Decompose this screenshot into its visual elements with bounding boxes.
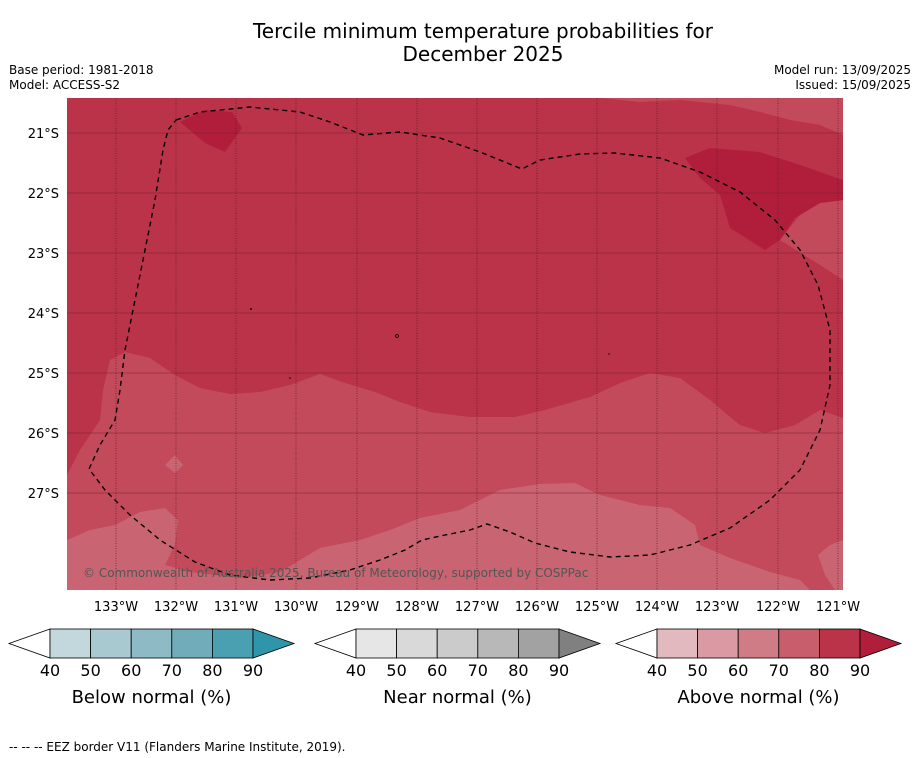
colorbar-tick-label: 90: [243, 661, 263, 680]
colorbar-title: Near normal (%): [383, 687, 532, 708]
colorbar-segment: [697, 628, 739, 659]
lon-label: 133°W: [94, 600, 138, 615]
gridlines: [67, 132, 843, 494]
colorbar-segment: [436, 628, 479, 659]
lon-label: 129°W: [335, 600, 379, 615]
region-above-70-e: [780, 200, 843, 280]
colorbar-segment: [90, 628, 132, 659]
lon-label: 123°W: [695, 600, 739, 615]
colorbar-max-arrow: [558, 628, 602, 659]
probability-map: © Commonwealth of Australia 2025, Bureau…: [67, 98, 843, 590]
colorbar: 40 50 60 70 80 90 Below normal (%): [7, 628, 296, 708]
lon-label: 127°W: [455, 600, 499, 615]
colorbar-segment: [819, 628, 861, 659]
colorbar-segment: [171, 628, 213, 659]
colorbar-segment: [518, 628, 560, 659]
latitude-labels: 21°S 22°S 23°S 24°S 25°S 26°S 27°S: [28, 127, 59, 502]
island-marker: [608, 353, 610, 355]
issued-date: Issued: 15/09/2025: [795, 78, 911, 92]
meridians: [115, 98, 839, 590]
colorbar: 40 50 60 70 80 90 Near normal (%): [313, 628, 602, 708]
model-run: Model run: 13/09/2025: [773, 63, 911, 77]
colorbar-segment: [211, 628, 254, 659]
copyright-notice: © Commonwealth of Australia 2025, Bureau…: [83, 566, 588, 580]
lat-label: 21°S: [28, 127, 59, 142]
title-line-1: Tercile minimum temperature probabilitie…: [252, 19, 714, 43]
colorbar: 40 50 60 70 80 90 Above normal (%): [614, 628, 903, 708]
colorbar-title: Above normal (%): [677, 687, 839, 708]
colorbar-tick-label: 50: [386, 661, 406, 680]
colorbar-tick-label: 50: [687, 661, 707, 680]
island-marker: [250, 308, 252, 310]
colorbar-tick-label: 70: [468, 661, 488, 680]
colorbar-title: Below normal (%): [72, 687, 232, 708]
colorbars: 40 50 60 70 80 90 Below normal (%) 40 50 60 70 80 90…: [7, 628, 903, 708]
title-line-2: December 2025: [402, 42, 564, 66]
colorbar-tick-label: 80: [202, 661, 222, 680]
colorbar-tick-label: 80: [809, 661, 829, 680]
colorbar-tick-label: 70: [162, 661, 182, 680]
model-name: Model: ACCESS-S2: [9, 78, 121, 92]
colorbar-tick-label: 70: [769, 661, 789, 680]
lat-label: 22°S: [28, 187, 59, 202]
colorbar-segment: [396, 628, 438, 659]
colorbar-segment: [737, 628, 780, 659]
lat-label: 23°S: [28, 247, 59, 262]
chart-title: Tercile minimum temperature probabilitie…: [0, 20, 919, 66]
eez-border: [88, 106, 831, 581]
colorbar-tick-label: 60: [728, 661, 748, 680]
colorbar-tick-label: 80: [508, 661, 528, 680]
colorbar-tick-label: 90: [850, 661, 870, 680]
colorbar-tick-label: 50: [80, 661, 100, 680]
colorbar-min-arrow: [614, 628, 658, 659]
region-above-60-w: [165, 455, 183, 473]
colorbar-max-arrow: [252, 628, 296, 659]
colorbar-tick-label: 40: [346, 661, 366, 680]
colorbar-segment: [778, 628, 820, 659]
colorbar-segment: [130, 628, 173, 659]
lon-label: 125°W: [575, 600, 619, 615]
region-above-90-nw: [180, 110, 242, 152]
lat-label: 24°S: [28, 307, 59, 322]
lat-label: 27°S: [28, 487, 59, 502]
lat-label: 26°S: [28, 427, 59, 442]
lon-label: 132°W: [154, 600, 198, 615]
colorbar-tick-label: 60: [427, 661, 447, 680]
colorbar-tick-label: 40: [647, 661, 667, 680]
colorbar-tick-label: 90: [549, 661, 569, 680]
lon-label: 128°W: [395, 600, 439, 615]
colorbar-segment: [656, 628, 698, 659]
meta-right: Model run: 13/09/2025 Issued: 15/09/2025: [774, 63, 911, 93]
island-marker: [289, 377, 291, 379]
colorbar-min-arrow: [7, 628, 51, 659]
base-period: Base period: 1981-2018: [9, 63, 154, 77]
colorbar-segment: [355, 628, 397, 659]
colorbar-segment: [49, 628, 91, 659]
region-above-90-ne: [685, 148, 843, 250]
colorbar-min-arrow: [313, 628, 357, 659]
meta-left: Base period: 1981-2018 Model: ACCESS-S2: [9, 63, 154, 93]
lon-label: 121°W: [816, 600, 860, 615]
island-marker: [395, 334, 399, 338]
lon-label: 131°W: [214, 600, 258, 615]
colorbar-segment: [477, 628, 519, 659]
colorbar-max-arrow: [859, 628, 903, 659]
lon-label: 130°W: [274, 600, 318, 615]
lon-label: 124°W: [635, 600, 679, 615]
lon-label: 122°W: [756, 600, 800, 615]
lat-label: 25°S: [28, 367, 59, 382]
colorbar-tick-label: 60: [121, 661, 141, 680]
eez-footer-note: -- -- -- EEZ border V11 (Flanders Marine…: [9, 740, 346, 754]
longitude-labels: 133°W 132°W 131°W 130°W 129°W 128°W 127°…: [94, 600, 860, 615]
region-above-60-se: [818, 540, 843, 590]
lon-label: 126°W: [515, 600, 559, 615]
region-above-70-ne: [600, 98, 843, 135]
colorbar-tick-label: 40: [40, 661, 60, 680]
